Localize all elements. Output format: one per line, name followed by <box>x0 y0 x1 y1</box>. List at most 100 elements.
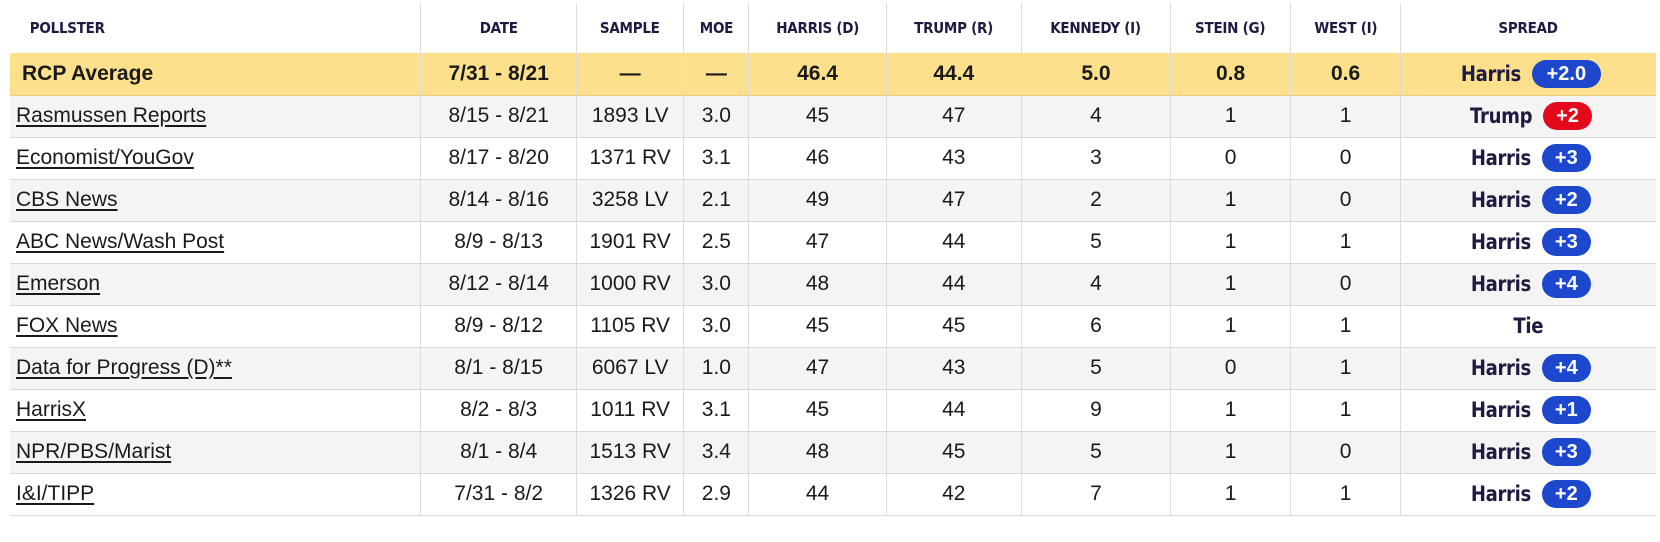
trump-cell: 44 <box>885 263 1022 306</box>
moe-cell: 1.0 <box>683 347 749 390</box>
average-sample: — <box>575 53 684 96</box>
date-cell: 8/15 - 8/21 <box>420 95 577 138</box>
col-header-west[interactable]: WEST (I) <box>1295 3 1395 53</box>
kennedy-cell: 5 <box>1020 347 1171 390</box>
west-cell: 1 <box>1290 347 1401 390</box>
spread-group: Tie <box>1511 314 1546 338</box>
stein-cell: 1 <box>1169 473 1291 516</box>
stein-cell: 0 <box>1169 347 1291 390</box>
spread-group: Harris +1 <box>1466 396 1591 424</box>
header-row: POLLSTER DATE SAMPLE MOE HARRIS (D) TRUM… <box>10 3 1656 53</box>
moe-cell: 3.4 <box>683 431 749 474</box>
pollster-cell: Economist/YouGov <box>10 137 421 180</box>
pollster-link[interactable]: NPR/PBS/Marist <box>16 440 172 463</box>
pollster-link[interactable]: I&I/TIPP <box>16 482 95 505</box>
pollster-link[interactable]: Data for Progress (D)** <box>16 356 232 379</box>
spread-leader: Harris <box>1471 188 1532 212</box>
rcp-average-row: RCP Average 7/31 - 8/21 — — 46.4 44.4 5.… <box>10 53 1656 96</box>
spread-cell: Harris +3 <box>1399 221 1656 264</box>
spread-badge: +2.0 <box>1531 59 1602 88</box>
spread-badge: +2 <box>1543 102 1592 130</box>
table-row: I&I/TIPP 7/31 - 8/2 1326 RV 2.9 44 42 7 1 1 Harri… <box>10 473 1656 516</box>
sample-cell: 1513 RV <box>575 431 684 474</box>
col-header-pollster[interactable]: POLLSTER <box>29 19 105 37</box>
col-header-moe[interactable]: MOE <box>686 3 746 53</box>
spread-leader: Harris <box>1471 440 1532 464</box>
spread-leader: Harris <box>1471 230 1532 254</box>
table-row: ABC News/Wash Post 8/9 - 8/13 1901 RV 2.5 47… <box>10 221 1656 264</box>
harris-cell: 48 <box>748 263 887 306</box>
spread-leader: Trump <box>1469 104 1533 128</box>
date-cell: 7/31 - 8/2 <box>420 473 577 516</box>
stein-cell: 1 <box>1169 95 1291 138</box>
kennedy-cell: 6 <box>1020 305 1171 348</box>
table-row: Data for Progress (D)** 8/1 - 8/15 6067 LV… <box>10 347 1656 390</box>
harris-cell: 47 <box>748 221 887 264</box>
harris-cell: 45 <box>748 95 887 138</box>
table-row: Economist/YouGov 8/17 - 8/20 1371 RV 3.1 46 4… <box>10 137 1656 180</box>
pollster-link[interactable]: ABC News/Wash Post <box>16 230 225 253</box>
date-cell: 8/9 - 8/12 <box>420 305 577 348</box>
spread-leader: Harris <box>1460 61 1521 86</box>
harris-cell: 45 <box>748 305 887 348</box>
pollster-link[interactable]: FOX News <box>16 314 118 337</box>
pollster-link[interactable]: Rasmussen Reports <box>16 104 207 127</box>
stein-cell: 1 <box>1169 389 1291 432</box>
harris-cell: 46 <box>748 137 887 180</box>
polls-table: POLLSTER DATE SAMPLE MOE HARRIS (D) TRUM… <box>10 3 1656 516</box>
sample-cell: 1326 RV <box>575 473 684 516</box>
col-header-sample[interactable]: SAMPLE <box>581 3 679 53</box>
average-date: 7/31 - 8/21 <box>420 53 577 96</box>
col-header-trump[interactable]: TRUMP (R) <box>892 3 1015 53</box>
pollster-link[interactable]: CBS News <box>16 188 118 211</box>
col-header-spread[interactable]: SPREAD <box>1412 3 1644 53</box>
col-header-harris[interactable]: HARRIS (D) <box>755 3 880 53</box>
sample-cell: 1011 RV <box>575 389 684 432</box>
pollster-link[interactable]: HarrisX <box>16 398 87 421</box>
trump-cell: 42 <box>885 473 1022 516</box>
trump-cell: 43 <box>885 137 1022 180</box>
pollster-cell: Data for Progress (D)** <box>10 347 421 390</box>
spread-cell: Harris +4 <box>1399 263 1656 306</box>
harris-cell: 49 <box>748 179 887 222</box>
col-header-stein[interactable]: STEIN (G) <box>1176 3 1285 53</box>
pollster-cell: HarrisX <box>10 389 421 432</box>
date-cell: 8/14 - 8/16 <box>420 179 577 222</box>
spread-leader: Harris <box>1471 356 1532 380</box>
spread-group: Harris +4 <box>1466 354 1591 382</box>
average-moe: — <box>683 53 749 96</box>
spread-badge: +3 <box>1541 144 1591 172</box>
kennedy-cell: 9 <box>1020 389 1171 432</box>
trump-cell: 45 <box>885 305 1022 348</box>
sample-cell: 1901 RV <box>575 221 684 264</box>
kennedy-cell: 5 <box>1020 431 1171 474</box>
spread-group: Harris +2 <box>1466 186 1591 214</box>
pollster-link[interactable]: Economist/YouGov <box>16 146 194 169</box>
spread-badge: +2 <box>1541 186 1591 214</box>
kennedy-cell: 4 <box>1020 95 1171 138</box>
west-cell: 0 <box>1290 137 1401 180</box>
spread-group: Harris +3 <box>1466 438 1591 466</box>
table-row: FOX News 8/9 - 8/12 1105 RV 3.0 45 45 6 1 1 Tie <box>10 305 1656 348</box>
trump-cell: 44 <box>885 221 1022 264</box>
spread-group: Harris +4 <box>1466 270 1591 298</box>
pollster-link[interactable]: Emerson <box>16 272 101 295</box>
moe-cell: 3.0 <box>683 95 749 138</box>
spread-cell: Harris +2 <box>1399 473 1656 516</box>
col-header-date[interactable]: DATE <box>428 3 569 53</box>
date-cell: 8/1 - 8/4 <box>420 431 577 474</box>
spread-group: Trump +2 <box>1465 102 1592 130</box>
average-stein: 0.8 <box>1169 53 1291 96</box>
spread-cell: Tie <box>1399 305 1656 348</box>
spread-badge: +4 <box>1541 354 1591 382</box>
pollster-cell: CBS News <box>10 179 421 222</box>
average-harris: 46.4 <box>748 53 887 96</box>
sample-cell: 3258 LV <box>575 179 684 222</box>
moe-cell: 3.0 <box>683 263 749 306</box>
spread-group: Harris +2 <box>1466 480 1591 508</box>
col-header-kennedy[interactable]: KENNEDY (I) <box>1028 3 1164 53</box>
spread-badge: +4 <box>1541 270 1591 298</box>
spread-cell: Harris +2 <box>1399 179 1656 222</box>
stein-cell: 1 <box>1169 263 1291 306</box>
west-cell: 0 <box>1290 431 1401 474</box>
